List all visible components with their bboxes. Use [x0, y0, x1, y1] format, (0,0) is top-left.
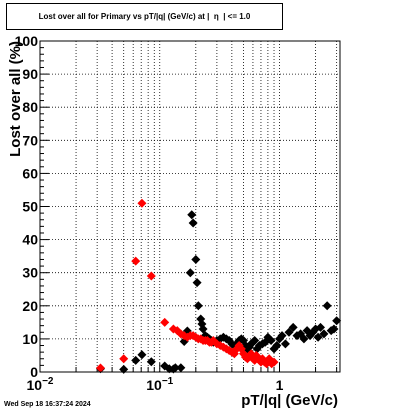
data-point: [170, 363, 180, 373]
data-point: [272, 341, 282, 351]
tick-labels: 0 10 20 30 40 50 60 70 80 90 100 10−2 10−1 1: [15, 33, 284, 393]
data-point: [131, 256, 141, 266]
data-point: [192, 278, 202, 288]
chart-title-box: Lost over all for Primary vs pT/|q| (GeV…: [6, 3, 283, 30]
data-point: [313, 332, 323, 342]
data-point: [119, 364, 129, 374]
y-tick-label: 0: [30, 364, 38, 380]
data-point: [266, 336, 276, 346]
y-tick-label: 20: [22, 298, 38, 314]
data-point: [269, 357, 279, 367]
y-tick-label: 60: [22, 165, 38, 181]
data-point: [185, 268, 195, 278]
data-point: [329, 324, 339, 334]
data-point: [95, 363, 105, 373]
data-point: [187, 210, 197, 220]
y-tick-label: 70: [22, 132, 38, 148]
plot-frame: [39, 40, 341, 373]
data-point: [188, 218, 198, 228]
y-tick-label: 80: [22, 99, 38, 115]
y-tick-label: 100: [15, 33, 39, 49]
data-point: [146, 357, 156, 367]
data-point: [146, 271, 156, 281]
data-point: [193, 301, 203, 311]
data-point: [131, 355, 141, 365]
data-point: [250, 336, 260, 346]
data-point: [284, 327, 294, 337]
y-tick-label: 10: [22, 331, 38, 347]
x-axis-label: pT/|q| (GeV/c): [241, 392, 338, 409]
y-tick-label: 50: [22, 199, 38, 215]
data-point: [191, 254, 201, 264]
x-tick-label: 1: [276, 377, 284, 393]
data-markers: [95, 198, 342, 374]
chart-title: Lost over all for Primary vs pT/|q| (GeV…: [38, 12, 251, 21]
data-point: [176, 363, 186, 373]
data-point: [322, 301, 332, 311]
data-point: [119, 354, 129, 364]
data-point: [280, 339, 290, 349]
x-tick-label: 10−2: [27, 376, 54, 393]
data-point: [319, 329, 329, 339]
x-tick-label: 10−1: [146, 376, 173, 393]
y-tick-label: 30: [22, 265, 38, 281]
data-point: [277, 331, 287, 341]
data-point: [160, 317, 170, 327]
y-tick-label: 40: [22, 232, 38, 248]
data-point: [288, 322, 298, 332]
data-point: [332, 316, 342, 326]
y-axis-label: Lost over all (%): [7, 41, 24, 157]
y-tick-label: 90: [22, 66, 38, 82]
data-point: [299, 334, 309, 344]
data-point: [316, 322, 326, 332]
grid-lines: [39, 41, 340, 372]
data-point: [137, 198, 147, 208]
data-point: [137, 350, 147, 360]
timestamp: Wed Sep 18 16:37:24 2024: [4, 401, 91, 408]
